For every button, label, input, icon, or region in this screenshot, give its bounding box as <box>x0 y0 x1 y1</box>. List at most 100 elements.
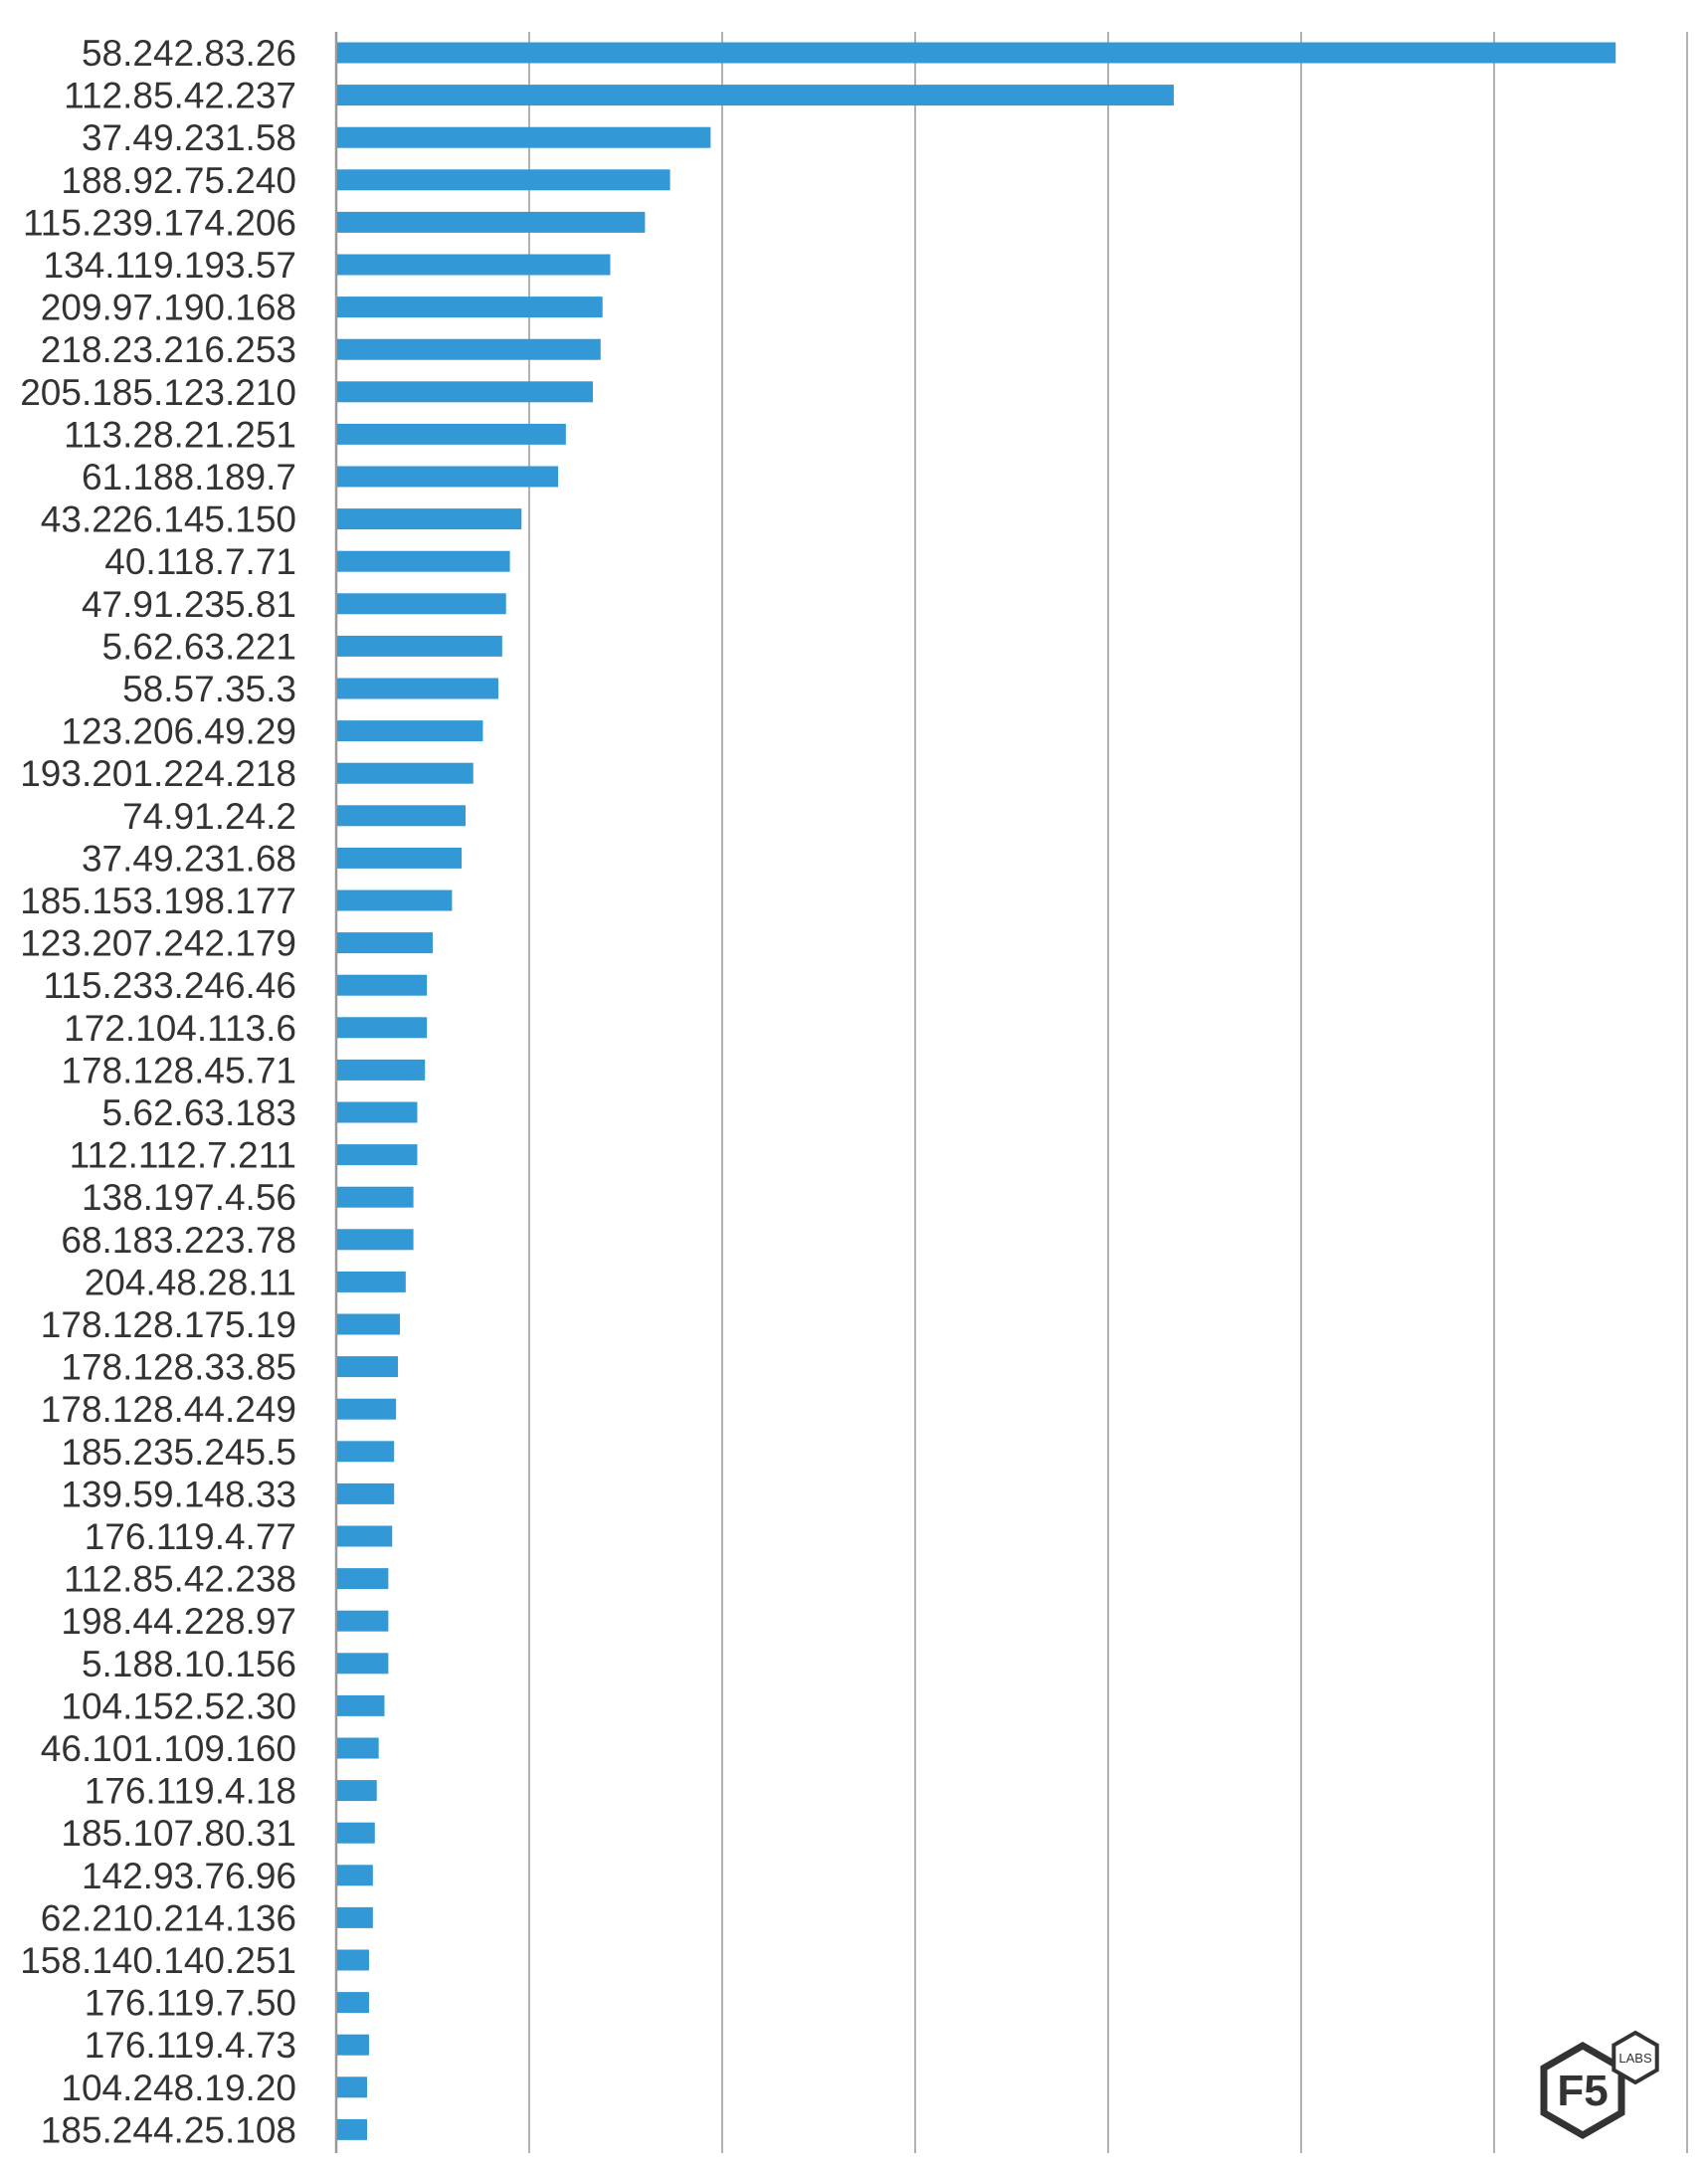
category-label: 58.57.35.3 <box>122 669 296 709</box>
bar <box>337 1356 399 1378</box>
logo-main-text: F5 <box>1557 2067 1608 2115</box>
category-label: 142.93.76.96 <box>82 1856 296 1896</box>
bar <box>337 720 483 742</box>
bar <box>337 381 594 403</box>
category-label: 115.239.174.206 <box>23 202 296 243</box>
category-label: 5.62.63.221 <box>102 626 296 667</box>
bar <box>337 805 466 827</box>
category-label: 178.128.33.85 <box>61 1347 296 1388</box>
bar <box>337 2118 368 2140</box>
category-label: 139.59.148.33 <box>61 1474 296 1514</box>
bar <box>337 550 510 572</box>
category-label: 178.128.175.19 <box>41 1304 296 1345</box>
bar <box>337 762 474 784</box>
category-label: 5.188.10.156 <box>82 1644 296 1684</box>
category-label: 112.112.7.211 <box>70 1135 296 1176</box>
category-label: 185.153.198.177 <box>20 881 296 921</box>
category-label: 176.119.4.77 <box>85 1516 296 1557</box>
bar <box>337 296 603 318</box>
bar <box>337 1101 418 1123</box>
category-label: 5.62.63.183 <box>102 1092 296 1133</box>
category-label: 40.118.7.71 <box>104 541 296 582</box>
category-label: 185.235.245.5 <box>61 1432 296 1473</box>
bar <box>337 211 646 233</box>
category-label: 158.140.140.251 <box>20 1940 296 1981</box>
bar <box>337 1780 377 1802</box>
bar <box>337 1229 414 1251</box>
category-label: 115.233.246.46 <box>44 965 296 1006</box>
bar <box>337 42 1616 64</box>
bar <box>337 1441 395 1463</box>
bar <box>337 1525 393 1547</box>
bar <box>337 1568 389 1590</box>
bar <box>337 974 428 996</box>
bar <box>337 1313 401 1335</box>
category-label: 188.92.75.240 <box>61 160 296 201</box>
bar <box>337 1694 385 1716</box>
bar <box>337 1865 373 1886</box>
bar <box>337 1398 397 1420</box>
bar <box>337 1059 426 1081</box>
bar <box>337 889 453 911</box>
category-label: 37.49.231.58 <box>82 117 296 158</box>
category-label: 112.85.42.238 <box>64 1559 296 1600</box>
bar <box>337 635 502 657</box>
bar <box>337 1653 389 1675</box>
category-label: 176.119.7.50 <box>85 1983 296 2024</box>
category-label: 61.188.189.7 <box>82 457 296 497</box>
logo-small-hexagon-icon <box>1612 2030 1659 2085</box>
bar <box>337 1017 428 1039</box>
bar <box>337 1822 375 1844</box>
bar <box>337 85 1174 106</box>
bar <box>337 932 433 954</box>
bar <box>337 508 522 530</box>
category-label: 134.119.193.57 <box>44 245 296 286</box>
category-label: 104.152.52.30 <box>61 1685 296 1726</box>
category-label: 176.119.4.18 <box>85 1771 296 1812</box>
bar <box>337 2034 369 2056</box>
category-label: 185.107.80.31 <box>61 1813 296 1854</box>
category-label: 37.49.231.68 <box>82 838 296 879</box>
category-label: 185.244.25.108 <box>41 2109 296 2150</box>
bars <box>337 42 1616 2140</box>
category-label: 58.242.83.26 <box>82 33 296 74</box>
bar <box>337 2076 368 2098</box>
bar <box>337 1992 369 2014</box>
category-label: 47.91.235.81 <box>82 584 296 625</box>
category-label: 193.201.224.218 <box>20 753 296 794</box>
bar <box>337 1144 418 1166</box>
category-label: 218.23.216.253 <box>41 329 296 370</box>
bar <box>337 1610 389 1632</box>
bar <box>337 126 711 148</box>
f5-labs-logo: F5 LABS <box>1540 2030 1659 2140</box>
category-label: 205.185.123.210 <box>20 372 296 413</box>
category-label: 123.206.49.29 <box>61 711 296 752</box>
bar <box>337 423 566 445</box>
category-label: 68.183.223.78 <box>61 1220 296 1261</box>
category-label: 209.97.190.168 <box>41 288 296 328</box>
bar <box>337 466 559 488</box>
category-label: 138.197.4.56 <box>82 1177 296 1218</box>
category-label: 43.226.145.150 <box>41 499 296 540</box>
category-label: 172.104.113.6 <box>64 1008 296 1049</box>
category-label: 46.101.109.160 <box>41 1728 296 1769</box>
bar <box>337 593 506 615</box>
bar <box>337 1482 395 1504</box>
bar <box>337 1949 369 1971</box>
logo-badge-text: LABS <box>1618 2051 1652 2066</box>
category-label: 178.128.44.249 <box>41 1389 296 1430</box>
bar <box>337 169 670 191</box>
category-label: 204.48.28.11 <box>85 1262 296 1302</box>
bar <box>337 1737 379 1759</box>
bar <box>337 847 463 869</box>
category-label: 62.210.214.136 <box>41 1897 296 1938</box>
bar <box>337 1906 373 1928</box>
bar <box>337 678 498 699</box>
category-labels: 58.242.83.26112.85.42.23737.49.231.58188… <box>20 33 296 2150</box>
category-label: 74.91.24.2 <box>122 796 296 837</box>
category-label: 176.119.4.73 <box>85 2025 296 2066</box>
bar <box>337 1186 414 1208</box>
category-label: 123.207.242.179 <box>20 923 296 964</box>
